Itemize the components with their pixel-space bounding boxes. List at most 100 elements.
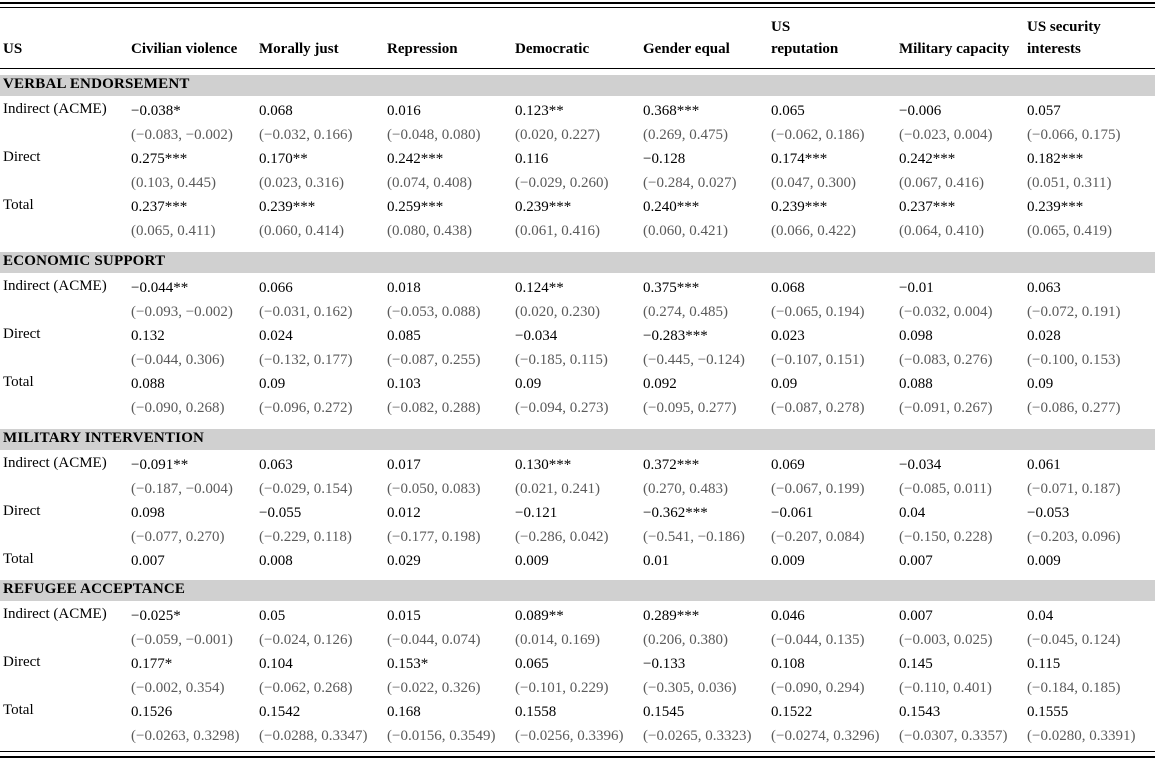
row-label: Total — [3, 374, 34, 390]
estimate-value: 0.240*** — [643, 199, 700, 215]
confidence-interval: (−0.0288, 0.3347) — [259, 728, 368, 744]
column-header: Democratic — [515, 41, 590, 57]
table-cell: 0.01 — [643, 549, 669, 573]
estimate-value: 0.123** — [515, 103, 564, 119]
table-row: Direct 0.177* (−0.002, 0.354) 0.104 (−0.062,… — [0, 652, 1155, 700]
table-cell: 0.066 (−0.031, 0.162) — [259, 276, 352, 324]
table-cell: 0.016 (−0.048, 0.080) — [387, 99, 480, 147]
confidence-interval: (−0.100, 0.153) — [1027, 352, 1121, 368]
column-header: Military capacity — [899, 41, 1010, 57]
estimate-value: 0.168 — [387, 704, 421, 720]
estimate-value: 0.085 — [387, 328, 421, 344]
row-label: Total — [3, 702, 34, 718]
table-cell: −0.006 (−0.023, 0.004) — [899, 99, 992, 147]
confidence-interval: (−0.083, 0.276) — [899, 352, 993, 368]
table-cell: 0.108 (−0.090, 0.294) — [771, 652, 864, 700]
estimate-value: 0.089** — [515, 608, 564, 624]
row-label: Indirect (ACME) — [3, 606, 107, 622]
estimate-value: −0.362*** — [643, 505, 708, 521]
header-corner: US — [3, 41, 23, 57]
confidence-interval: (−0.095, 0.277) — [643, 400, 737, 416]
section-header: ECONOMIC SUPPORT — [0, 252, 1155, 273]
table-cell: 0.239*** (0.061, 0.416) — [515, 195, 600, 243]
estimate-value: 0.092 — [643, 376, 677, 392]
confidence-interval: (−0.032, 0.004) — [899, 304, 993, 320]
confidence-interval: (0.014, 0.169) — [515, 632, 600, 648]
section-header: VERBAL ENDORSEMENT — [0, 75, 1155, 96]
confidence-interval: (−0.110, 0.401) — [899, 680, 992, 696]
table-cell: −0.128 (−0.284, 0.027) — [643, 147, 736, 195]
table-cell: 0.1555 (−0.0280, 0.3391) — [1027, 700, 1135, 748]
confidence-interval: (−0.445, −0.124) — [643, 352, 745, 368]
confidence-interval: (0.023, 0.316) — [259, 175, 344, 191]
confidence-interval: (−0.059, −0.001) — [131, 632, 233, 648]
table-cell: −0.121 (−0.286, 0.042) — [515, 501, 608, 549]
estimate-value: 0.023 — [771, 328, 805, 344]
confidence-interval: (0.060, 0.414) — [259, 223, 344, 239]
table-cell: 0.018 (−0.053, 0.088) — [387, 276, 480, 324]
table-cell: 0.104 (−0.062, 0.268) — [259, 652, 352, 700]
estimate-value: 0.09 — [1027, 376, 1054, 392]
table-cell: 0.085 (−0.087, 0.255) — [387, 324, 480, 372]
confidence-interval: (−0.207, 0.084) — [771, 529, 865, 545]
confidence-interval: (0.269, 0.475) — [643, 127, 728, 143]
confidence-interval: (−0.023, 0.004) — [899, 127, 993, 143]
estimate-value: 0.09 — [771, 376, 798, 392]
table-cell: 0.132 (−0.044, 0.306) — [131, 324, 224, 372]
estimate-value: 0.04 — [1027, 608, 1054, 624]
estimate-value: −0.053 — [1027, 505, 1070, 521]
estimate-value: −0.133 — [643, 656, 686, 672]
confidence-interval: (−0.101, 0.229) — [515, 680, 609, 696]
table-row: Total 0.237*** (0.065, 0.411) 0.239*** (0.06… — [0, 195, 1155, 243]
confidence-interval: (0.206, 0.380) — [643, 632, 728, 648]
confidence-interval: (−0.177, 0.198) — [387, 529, 481, 545]
table-cell: 0.012 (−0.177, 0.198) — [387, 501, 480, 549]
estimate-value: 0.130*** — [515, 457, 572, 473]
table-cell: 0.239*** (0.060, 0.414) — [259, 195, 344, 243]
table-cell: 0.09 (−0.094, 0.273) — [515, 372, 608, 420]
confidence-interval: (−0.087, 0.255) — [387, 352, 481, 368]
estimate-value: 0.1555 — [1027, 704, 1069, 720]
table-cell: 0.098 (−0.077, 0.270) — [131, 501, 224, 549]
row-label: Direct — [3, 326, 41, 342]
estimate-value: 0.1543 — [899, 704, 941, 720]
estimate-value: −0.006 — [899, 103, 942, 119]
confidence-interval: (−0.066, 0.175) — [1027, 127, 1121, 143]
estimate-value: 0.259*** — [387, 199, 444, 215]
confidence-interval: (−0.072, 0.191) — [1027, 304, 1121, 320]
table-cell: 0.065 (−0.101, 0.229) — [515, 652, 608, 700]
estimate-value: 0.375*** — [643, 280, 700, 296]
estimate-value: 0.103 — [387, 376, 421, 392]
confidence-interval: (−0.085, 0.011) — [899, 481, 992, 497]
row-label: Direct — [3, 149, 41, 165]
table-cell: 0.1545 (−0.0265, 0.3323) — [643, 700, 751, 748]
table-cell: 0.1543 (−0.0307, 0.3357) — [899, 700, 1007, 748]
table-cell: 0.289*** (0.206, 0.380) — [643, 604, 728, 652]
top-rule-thin — [0, 7, 1155, 8]
column-header: Gender equal — [643, 41, 730, 57]
confidence-interval: (−0.062, 0.268) — [259, 680, 353, 696]
estimate-value: 0.239*** — [1027, 199, 1084, 215]
table-cell: 0.009 — [771, 549, 805, 573]
table-cell: 0.259*** (0.080, 0.438) — [387, 195, 472, 243]
confidence-interval: (−0.094, 0.273) — [515, 400, 609, 416]
table-cell: −0.01 (−0.032, 0.004) — [899, 276, 992, 324]
estimate-value: 0.018 — [387, 280, 421, 296]
confidence-interval: (−0.132, 0.177) — [259, 352, 353, 368]
table-cell: 0.242*** (0.067, 0.416) — [899, 147, 984, 195]
table-row: Indirect (ACME) −0.044** (−0.093, −0.002) 0… — [0, 276, 1155, 324]
table-row: Direct 0.275*** (0.103, 0.445) 0.170** (0.02… — [0, 147, 1155, 195]
confidence-interval: (−0.087, 0.278) — [771, 400, 865, 416]
table-cell: 0.239*** (0.066, 0.422) — [771, 195, 856, 243]
confidence-interval: (−0.0263, 0.3298) — [131, 728, 240, 744]
confidence-interval: (0.061, 0.416) — [515, 223, 600, 239]
table-cell: 0.09 (−0.086, 0.277) — [1027, 372, 1120, 420]
confidence-interval: (0.080, 0.438) — [387, 223, 472, 239]
estimate-value: 0.065 — [771, 103, 805, 119]
table-cell: 0.145 (−0.110, 0.401) — [899, 652, 992, 700]
estimate-value: 0.368*** — [643, 103, 700, 119]
confidence-interval: (−0.185, 0.115) — [515, 352, 608, 368]
estimate-value: 0.009 — [771, 553, 805, 569]
table-cell: 0.1526 (−0.0263, 0.3298) — [131, 700, 239, 748]
estimate-value: 0.068 — [259, 103, 293, 119]
